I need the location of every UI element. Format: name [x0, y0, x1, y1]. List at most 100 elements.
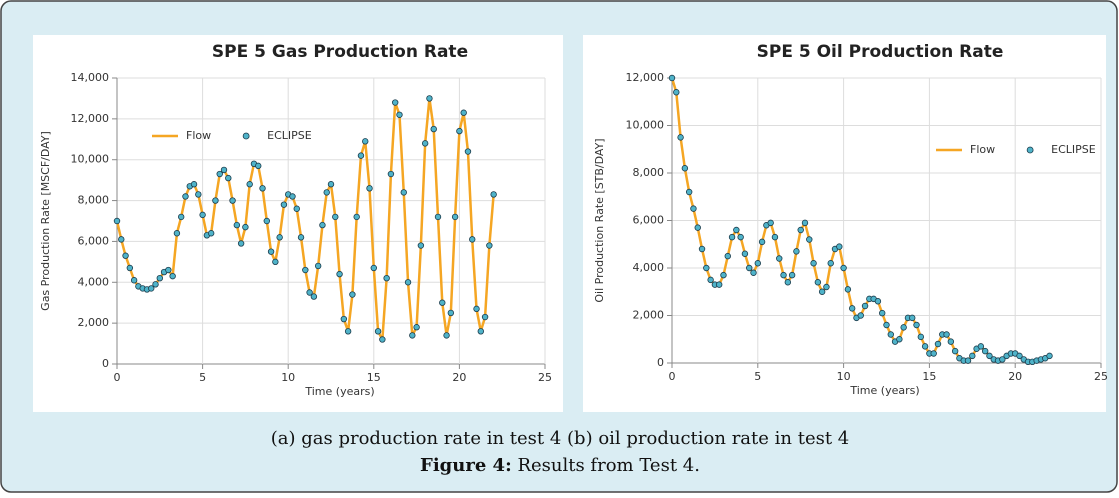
eclipse-point	[703, 264, 710, 272]
eclipse-point	[246, 181, 253, 188]
eclipse-point	[780, 271, 787, 279]
eclipse-point	[113, 217, 121, 225]
legend-label: ECLIPSE	[1051, 143, 1096, 156]
y-tick-label: 0	[102, 357, 109, 370]
eclipse-point	[698, 245, 706, 253]
eclipse-point	[464, 148, 472, 155]
eclipse-point	[681, 165, 689, 172]
eclipse-point	[344, 328, 352, 335]
eclipse-point	[823, 283, 830, 291]
eclipse-point	[788, 271, 796, 279]
eclipse-point	[460, 109, 467, 116]
eclipse-point	[314, 262, 322, 270]
eclipse-point	[456, 127, 463, 135]
eclipse-point	[840, 264, 847, 272]
y-tick-label: 4,000	[633, 261, 665, 274]
chart-panel	[583, 35, 1106, 412]
legend-swatch	[1026, 146, 1034, 154]
eclipse-point	[118, 236, 125, 243]
eclipse-point	[152, 281, 159, 288]
eclipse-point	[404, 279, 412, 286]
eclipse-point	[199, 211, 206, 219]
eclipse-point	[746, 264, 753, 272]
eclipse-point	[668, 74, 676, 82]
eclipse-point	[810, 260, 817, 267]
eclipse-point	[969, 352, 976, 360]
eclipse-point	[896, 336, 903, 343]
eclipse-point	[130, 277, 138, 284]
eclipse-point	[481, 313, 489, 321]
eclipse-point	[930, 350, 937, 357]
eclipse-point	[332, 213, 339, 221]
x-axis-label: Time (years)	[304, 385, 374, 398]
eclipse-point	[272, 258, 279, 266]
x-tick-label: 25	[538, 371, 552, 384]
eclipse-point	[195, 191, 202, 198]
eclipse-point	[673, 89, 680, 96]
eclipse-point	[909, 314, 916, 322]
eclipse-point	[999, 356, 1006, 363]
eclipse-point	[1046, 352, 1053, 360]
x-tick-label: 20	[452, 371, 466, 384]
eclipse-point	[400, 189, 407, 196]
eclipse-point	[447, 309, 455, 317]
eclipse-point	[392, 99, 399, 106]
eclipse-point	[126, 264, 134, 272]
eclipse-point	[413, 324, 420, 331]
eclipse-point	[396, 111, 403, 118]
eclipse-point	[861, 302, 869, 310]
legend-label: Flow	[970, 143, 995, 156]
y-tick-label: 14,000	[71, 71, 110, 84]
eclipse-point	[336, 270, 343, 278]
eclipse-point	[947, 338, 955, 345]
eclipse-point	[276, 234, 283, 241]
eclipse-point	[806, 236, 813, 243]
eclipse-point	[836, 243, 843, 250]
eclipse-point	[409, 332, 416, 339]
eclipse-point	[728, 233, 736, 241]
caption-label: Figure 4:	[420, 455, 512, 476]
y-tick-label: 2,000	[78, 316, 110, 329]
eclipse-point	[220, 166, 228, 174]
eclipse-point	[477, 328, 484, 335]
eclipse-point	[353, 213, 360, 221]
caption-figure: Figure 4: Results from Test 4.	[420, 455, 700, 476]
y-tick-label: 10,000	[71, 153, 110, 166]
eclipse-point	[237, 240, 245, 247]
eclipse-point	[690, 205, 697, 212]
eclipse-point	[267, 248, 275, 255]
eclipse-point	[469, 236, 476, 243]
legend-label: Flow	[186, 129, 211, 142]
y-tick-label: 4,000	[78, 275, 110, 288]
eclipse-point	[421, 140, 429, 147]
eclipse-point	[771, 233, 779, 241]
eclipse-point	[255, 162, 262, 170]
eclipse-point	[981, 347, 989, 355]
x-axis-label: Time (years)	[849, 384, 919, 397]
eclipse-point	[715, 281, 723, 288]
y-tick-label: 8,000	[633, 166, 665, 179]
eclipse-point	[434, 213, 442, 221]
x-tick-label: 20	[1008, 370, 1022, 383]
eclipse-point	[169, 272, 176, 280]
y-tick-label: 12,000	[626, 71, 665, 84]
eclipse-point	[694, 224, 701, 231]
y-axis-label: Oil Production Rate [STB/DAY]	[593, 138, 606, 302]
eclipse-point	[720, 271, 727, 279]
eclipse-point	[776, 255, 783, 262]
caption-line: (a) gas production rate in test 4 (b) oi…	[271, 428, 850, 449]
eclipse-point	[430, 125, 437, 133]
eclipse-point	[917, 333, 925, 341]
eclipse-point	[182, 193, 189, 200]
caption-text: Results from Test 4.	[512, 455, 700, 476]
eclipse-point	[216, 170, 223, 178]
eclipse-point	[280, 201, 288, 208]
eclipse-point	[233, 221, 241, 229]
eclipse-point	[486, 242, 493, 249]
eclipse-point	[379, 336, 386, 343]
eclipse-point	[801, 219, 809, 227]
eclipse-point	[212, 197, 219, 204]
eclipse-point	[374, 328, 382, 335]
chart-title: SPE 5 Gas Production Rate	[212, 42, 468, 62]
eclipse-point	[758, 238, 766, 246]
